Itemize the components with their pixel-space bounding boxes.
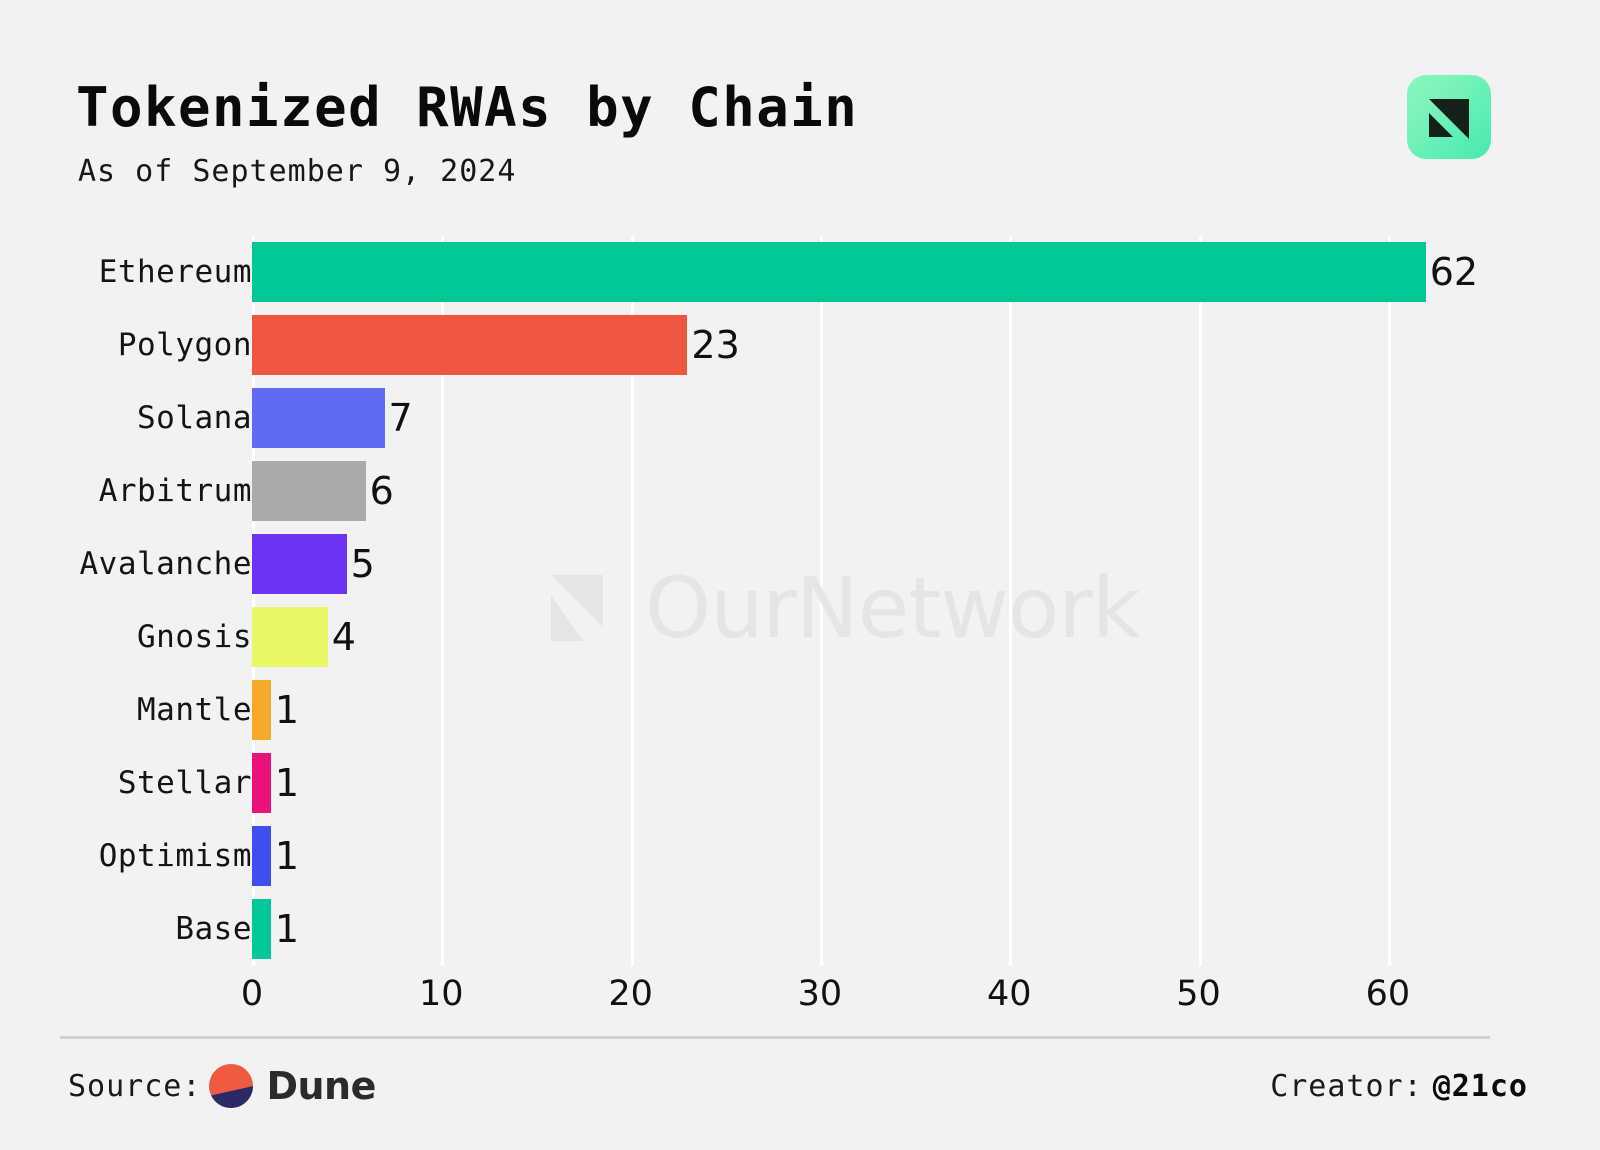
source-name: Dune — [266, 1064, 376, 1108]
bar — [252, 534, 347, 594]
bar — [252, 242, 1426, 302]
bar-value-label: 23 — [691, 323, 740, 367]
bar-category-label: Base — [175, 911, 252, 947]
dune-logo-icon — [208, 1063, 254, 1109]
x-axis-tick-label: 0 — [240, 974, 264, 1014]
gridline — [819, 236, 823, 966]
bar-value-label: 1 — [274, 688, 300, 732]
bar-category-label: Mantle — [137, 692, 252, 728]
bar — [252, 461, 366, 521]
bar-row: Mantle 1 — [137, 674, 1492, 747]
gridline — [1387, 236, 1391, 966]
x-axis-tick-label: 10 — [419, 974, 464, 1014]
bar-row: Gnosis 4 — [137, 601, 1492, 674]
bar-row: Polygon 23 — [118, 309, 1492, 382]
bar-row: Optimism 1 — [99, 820, 1492, 893]
bar — [252, 388, 385, 448]
x-axis-tick-label: 20 — [608, 974, 653, 1014]
axis-zero-line — [252, 236, 255, 966]
gridline — [1198, 236, 1202, 966]
bar-category-label: Gnosis — [137, 619, 252, 655]
bar-category-label: Polygon — [117, 327, 252, 363]
bar — [252, 753, 271, 813]
bar-value-label: 4 — [331, 615, 356, 659]
chart-plot-area: Ethereum 62 Polygon 23 Solana 7 Arbitrum 6 Avala… — [80, 236, 1492, 966]
bar-value-label: 6 — [369, 469, 394, 513]
bar-value-label: 1 — [274, 834, 300, 878]
bar-category-label: Avalanche — [79, 546, 252, 582]
chart-header: Tokenized RWAs by Chain As of September … — [0, 0, 1600, 215]
gridline — [441, 236, 445, 966]
bar-row: Avalanche 5 — [80, 528, 1492, 601]
source-label: Source: — [68, 1068, 202, 1104]
bar-category-label: Arbitrum — [98, 473, 252, 509]
chart-footer: Source: Dune Creator: @21co — [0, 1055, 1600, 1125]
source-block: Source: Dune — [68, 1055, 376, 1117]
bar — [252, 826, 271, 886]
bar-row: Base 1 — [175, 893, 1492, 966]
bar-value-label: 1 — [274, 907, 300, 951]
bar-value-label: 5 — [350, 542, 375, 586]
gridline — [630, 236, 634, 966]
creator-block: Creator: @21co — [1270, 1055, 1528, 1117]
bar-category-label: Optimism — [98, 838, 252, 874]
x-axis-tick-label: 50 — [1176, 974, 1221, 1014]
x-axis: 0 10 20 30 40 50 60 — [241, 968, 1492, 1024]
bar-value-label: 62 — [1429, 250, 1479, 294]
page-subtitle: As of September 9, 2024 — [78, 154, 517, 189]
x-axis-tick-label: 40 — [986, 974, 1032, 1014]
bar-row: Arbitrum 6 — [99, 455, 1492, 528]
footer-divider — [60, 1036, 1490, 1039]
x-axis-tick-label: 30 — [797, 974, 843, 1014]
bar-value-label: 1 — [274, 761, 300, 805]
bar-row: Stellar 1 — [118, 747, 1492, 820]
gridline — [1009, 236, 1013, 966]
bar-category-label: Stellar — [117, 765, 252, 801]
creator-label: Creator: — [1270, 1068, 1423, 1104]
bar-row: Solana 7 — [137, 382, 1492, 455]
bar-category-label: Ethereum — [98, 254, 252, 290]
bar-value-label: 7 — [388, 396, 413, 440]
bar — [252, 680, 271, 740]
bar — [252, 315, 688, 375]
bar — [252, 899, 271, 959]
creator-handle: @21co — [1432, 1068, 1528, 1104]
x-axis-tick-label: 60 — [1365, 974, 1411, 1014]
bar — [252, 607, 328, 667]
bar-row: Ethereum 62 — [99, 236, 1492, 309]
bar-category-label: Solana — [137, 400, 252, 436]
ournetwork-logo-icon — [1407, 75, 1491, 159]
page-title: Tokenized RWAs by Chain — [76, 76, 859, 139]
